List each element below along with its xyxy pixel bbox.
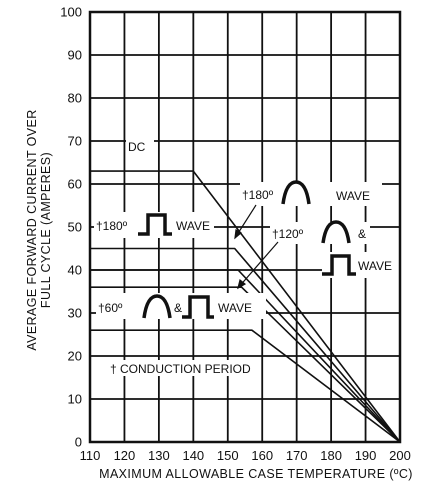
leader-arrow-180-head: [234, 229, 243, 240]
y-tick-label: 0: [75, 435, 82, 450]
label-bg-s60: [96, 293, 266, 319]
y-axis-title-line-1: AVERAGE FORWARD CURRENT OVER: [25, 109, 39, 350]
label-sine180-prefix: †180º: [242, 188, 274, 202]
x-tick-label: 190: [355, 448, 377, 463]
y-tick-label: 100: [60, 5, 82, 20]
plot-frame: [88, 10, 402, 444]
label-s120-amp: &: [358, 227, 366, 241]
y-tick-label: 10: [68, 392, 82, 407]
x-tick-label: 120: [114, 448, 136, 463]
y-tick-label: 70: [68, 134, 82, 149]
y-axis-title-line-2: FULL CYCLE (AMPERES): [39, 152, 53, 308]
y-tick-label: 60: [68, 177, 82, 192]
label-square180-prefix: †180º: [96, 219, 128, 233]
label-sine180-suffix: WAVE: [336, 189, 370, 203]
x-tick-label: 180: [320, 448, 342, 463]
y-tick-label: 30: [68, 306, 82, 321]
label-dc: DC: [128, 140, 146, 154]
half-sine-wave-icon: [321, 220, 351, 244]
half-sine-wave-icon: [281, 180, 311, 205]
series-line-4: [90, 329, 401, 443]
label-bg-sine180: [240, 182, 382, 206]
y-axis-title: AVERAGE FORWARD CURRENT OVER FULL CYCLE …: [25, 109, 53, 350]
y-tick-label: 20: [68, 349, 82, 364]
label-s60-amp: &: [174, 301, 182, 315]
half-sine-wave-icon: [142, 294, 172, 319]
x-tick-label: 160: [251, 448, 273, 463]
label-square180-suffix: WAVE: [176, 219, 210, 233]
leader-arrow-120-line: [237, 241, 279, 289]
square-wave-icon: [138, 213, 172, 236]
label-bg-dc: [126, 140, 154, 154]
label-conduction-period: † CONDUCTION PERIOD: [110, 362, 251, 376]
label-s60-wave: WAVE: [218, 301, 252, 315]
label-s120-wave: WAVE: [358, 259, 392, 273]
x-tick-label: 140: [182, 448, 204, 463]
label-s60-prefix: †60º: [98, 301, 123, 315]
x-tick-label: 200: [389, 448, 411, 463]
series-line-1: [90, 247, 401, 443]
series-line-3: [90, 286, 401, 443]
annotations: DC †180º WAVE †180º WAVE †120º & WAVE †6…: [94, 140, 400, 376]
series-line-2: [90, 269, 401, 443]
tick-labels: 0 10 20 30 40 50 60 70 80 90 100 110 120 130 140 150 160…: [60, 5, 411, 464]
x-axis-title: MAXIMUM ALLOWABLE CASE TEMPERATURE (ºC): [99, 467, 413, 481]
label-bg-conduction: [108, 360, 258, 376]
x-tick-label: 130: [148, 448, 170, 463]
leader-arrows: [234, 204, 279, 290]
x-tick-label: 110: [80, 448, 101, 463]
series-lines: [90, 170, 401, 443]
y-tick-label: 50: [68, 220, 82, 235]
leader-arrow-120-head: [237, 278, 247, 290]
y-tick-label: 80: [68, 91, 82, 106]
series-line-0: [90, 170, 401, 443]
x-tick-label: 150: [217, 448, 239, 463]
square-wave-icon: [182, 295, 214, 319]
y-tick-label: 90: [68, 48, 82, 63]
square-wave-icon: [322, 254, 356, 276]
x-tick-label: 170: [286, 448, 308, 463]
y-tick-label: 40: [68, 263, 82, 278]
label-s120-prefix: †120º: [272, 227, 304, 241]
